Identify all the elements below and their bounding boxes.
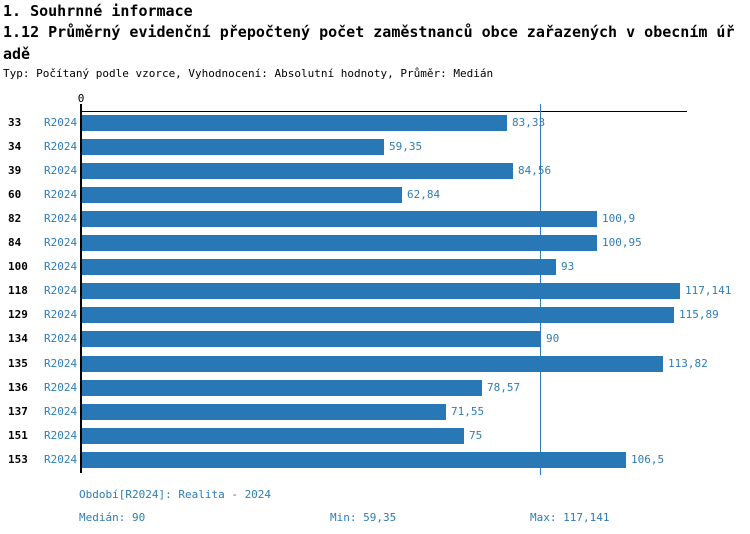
category-label: 153 [8, 453, 28, 466]
series-period-label: R2024 [44, 164, 78, 177]
bar[interactable] [82, 139, 384, 155]
stat-min: Min: 59,35 [330, 511, 397, 524]
x-axis-tick [80, 104, 82, 112]
bar[interactable] [82, 307, 674, 323]
bar[interactable] [82, 452, 626, 468]
bar[interactable] [82, 211, 597, 227]
bar[interactable] [82, 235, 597, 251]
bar-value-label: 115,89 [679, 308, 719, 321]
x-axis-tick-label: 0 [77, 92, 85, 105]
bar-value-label: 90 [546, 332, 560, 345]
series-period-label: R2024 [44, 405, 78, 418]
category-label: 100 [8, 260, 28, 273]
bar-value-label: 59,35 [389, 140, 423, 153]
series-period-label: R2024 [44, 140, 78, 153]
series-period-label: R2024 [44, 188, 78, 201]
category-label: 118 [8, 284, 28, 297]
category-label: 135 [8, 357, 28, 370]
series-period-label: R2024 [44, 429, 78, 442]
stat-max: Max: 117,141 [530, 511, 610, 524]
category-label: 137 [8, 405, 28, 418]
series-period-label: R2024 [44, 453, 78, 466]
series-period-label: R2024 [44, 212, 78, 225]
bar-value-label: 78,57 [487, 381, 521, 394]
bar-value-label: 93 [561, 260, 575, 273]
series-period-label: R2024 [44, 308, 78, 321]
series-period-label: R2024 [44, 260, 78, 273]
bar[interactable] [82, 163, 513, 179]
bar-value-label: 100,9 [602, 212, 636, 225]
category-label: 84 [8, 236, 22, 249]
bar[interactable] [82, 356, 663, 372]
bar[interactable] [82, 331, 541, 347]
x-axis-line [80, 111, 687, 112]
y-axis-line [80, 111, 82, 473]
category-label: 129 [8, 308, 28, 321]
bar[interactable] [82, 428, 464, 444]
series-period-label: R2024 [44, 381, 78, 394]
series-period-label: R2024 [44, 116, 78, 129]
series-period-label: R2024 [44, 236, 78, 249]
bar[interactable] [82, 380, 482, 396]
bar-value-label: 75 [469, 429, 483, 442]
bar-value-label: 113,82 [668, 357, 708, 370]
bar-value-label: 117,141 [685, 284, 732, 297]
category-label: 134 [8, 332, 28, 345]
bar-value-label: 84,56 [518, 164, 552, 177]
category-label: 34 [8, 140, 22, 153]
category-label: 82 [8, 212, 22, 225]
category-label: 151 [8, 429, 28, 442]
stat-median: Medián: 90 [79, 511, 146, 524]
bar-value-label: 100,95 [602, 236, 642, 249]
bar[interactable] [82, 259, 556, 275]
section-title: 1. Souhrnné informace [3, 2, 193, 20]
bar-value-label: 83,33 [512, 116, 546, 129]
bar-value-label: 62,84 [407, 188, 441, 201]
bar[interactable] [82, 404, 446, 420]
category-label: 136 [8, 381, 28, 394]
series-period-label: R2024 [44, 284, 78, 297]
series-period-label: R2024 [44, 332, 78, 345]
chart-title: 1.12 Průměrný evidenční přepočtený počet… [3, 23, 735, 63]
category-label: 60 [8, 188, 22, 201]
series-period-label: R2024 [44, 357, 78, 370]
bar-value-label: 71,55 [451, 405, 485, 418]
category-label: 39 [8, 164, 22, 177]
chart-meta: Typ: Počítaný podle vzorce, Vyhodnocení:… [3, 67, 494, 80]
bar[interactable] [82, 115, 507, 131]
bar-value-label: 106,5 [631, 453, 665, 466]
legend-period: Období[R2024]: Realita - 2024 [79, 488, 272, 501]
bar[interactable] [82, 187, 402, 203]
bar[interactable] [82, 283, 680, 299]
category-label: 33 [8, 116, 22, 129]
